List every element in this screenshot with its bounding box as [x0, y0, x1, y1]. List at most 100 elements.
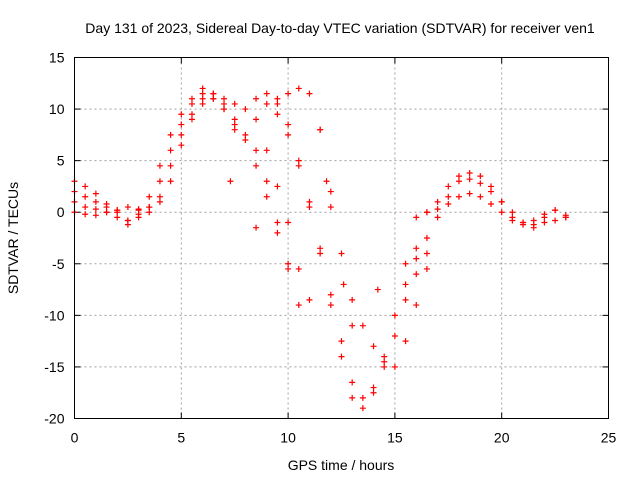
- data-point: [391, 332, 398, 339]
- series-track-1: [71, 85, 313, 303]
- data-point: [434, 206, 441, 213]
- data-point: [423, 235, 430, 241]
- data-point: [423, 250, 430, 257]
- data-point: [338, 338, 345, 345]
- data-point: [285, 265, 292, 272]
- x-tick-label: 25: [601, 430, 617, 446]
- data-point: [253, 147, 260, 154]
- data-point: [253, 95, 260, 102]
- y-tick-label: -10: [44, 307, 64, 323]
- data-point: [541, 219, 548, 226]
- data-point: [242, 137, 249, 144]
- data-point: [285, 219, 292, 226]
- data-point: [199, 100, 206, 107]
- data-point: [445, 183, 452, 190]
- data-point: [188, 111, 195, 118]
- data-point: [263, 178, 270, 185]
- data-point: [274, 100, 281, 107]
- data-point: [445, 200, 452, 207]
- data-point: [295, 302, 302, 309]
- series-isolated-points: [227, 126, 381, 329]
- data-point: [253, 162, 260, 169]
- data-point: [221, 100, 228, 107]
- data-point: [520, 221, 527, 228]
- data-point: [552, 217, 559, 224]
- data-point: [381, 358, 388, 365]
- data-point: [327, 188, 334, 195]
- x-tick-label: 10: [280, 430, 296, 446]
- data-point: [391, 312, 398, 319]
- data-point: [285, 131, 292, 138]
- data-point: [466, 170, 473, 177]
- data-point: [263, 100, 270, 107]
- data-point: [210, 90, 217, 97]
- data-point: [327, 204, 334, 211]
- data-point: [498, 209, 505, 216]
- data-point: [349, 296, 356, 303]
- data-point: [413, 255, 420, 262]
- data-point: [231, 116, 238, 123]
- data-point: [370, 343, 377, 350]
- x-tick-label: 5: [177, 430, 185, 446]
- data-point: [285, 260, 292, 267]
- data-point: [359, 394, 366, 401]
- data-point: [323, 178, 330, 185]
- data-point: [263, 90, 270, 97]
- data-point: [402, 338, 409, 345]
- data-point: [92, 212, 99, 219]
- data-point: [295, 265, 302, 272]
- data-point: [327, 302, 334, 309]
- data-point: [477, 173, 484, 180]
- axis-ticks: [74, 57, 609, 419]
- data-point: [381, 353, 388, 360]
- data-point: [199, 85, 206, 92]
- data-point: [274, 219, 281, 226]
- data-point: [146, 204, 153, 211]
- data-point: [274, 111, 281, 118]
- data-point: [167, 147, 174, 154]
- data-point: [413, 271, 420, 278]
- data-point: [156, 193, 163, 200]
- data-point: [188, 116, 195, 123]
- data-point: [349, 322, 356, 329]
- data-point: [413, 214, 420, 221]
- data-point: [221, 95, 228, 102]
- data-point: [338, 353, 345, 360]
- series-track-3: [71, 90, 292, 272]
- data-point: [221, 106, 228, 113]
- data-point: [82, 211, 89, 218]
- y-tick-label: 15: [49, 50, 65, 66]
- data-point: [167, 162, 174, 169]
- data-point: [552, 207, 559, 214]
- data-point: [413, 302, 420, 309]
- data-point: [306, 90, 313, 97]
- data-point: [146, 209, 153, 216]
- data-point: [466, 176, 473, 183]
- data-point: [413, 245, 420, 252]
- data-point: [124, 204, 131, 211]
- chart-title: Day 131 of 2023, Sidereal Day-to-day VTE…: [85, 20, 595, 36]
- data-point: [274, 229, 281, 236]
- data-point: [477, 193, 484, 200]
- data-point: [231, 100, 238, 107]
- data-point: [349, 379, 356, 386]
- data-point: [370, 384, 377, 391]
- data-point: [274, 183, 281, 190]
- data-point: [402, 260, 409, 267]
- data-point: [434, 198, 441, 205]
- grid-lines: [74, 57, 609, 419]
- data-point: [199, 90, 206, 97]
- y-tick-label: 5: [57, 153, 65, 169]
- data-point: [188, 100, 195, 107]
- data-point: [327, 291, 334, 298]
- data-point: [317, 126, 324, 133]
- data-point: [263, 147, 270, 154]
- data-point: [92, 190, 99, 197]
- data-point: [231, 121, 238, 128]
- data-point: [82, 193, 89, 200]
- data-point: [423, 265, 430, 272]
- data-point: [509, 217, 516, 224]
- data-point: [263, 193, 270, 200]
- series-track-6: [263, 90, 430, 401]
